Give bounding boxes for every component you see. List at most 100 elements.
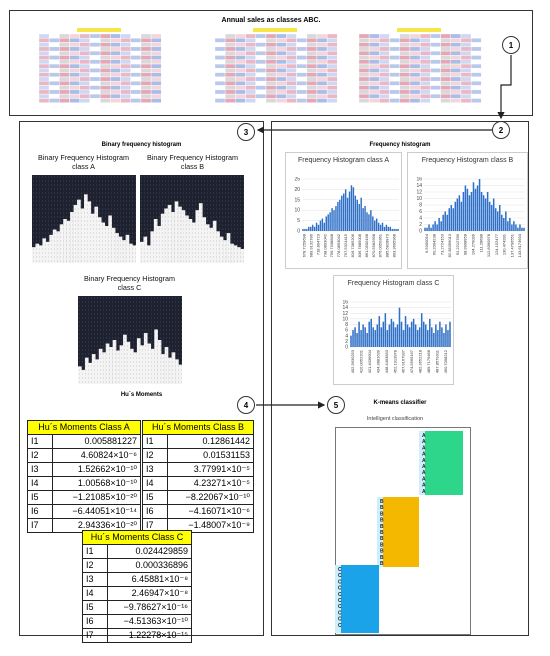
- cluster-b-label: B: [380, 536, 384, 542]
- table-row: I7 −1.48007×10⁻⁹: [142, 518, 254, 533]
- binary-histogram-a: [32, 175, 136, 263]
- freq-c-xtick: 434.3881639: [375, 349, 380, 373]
- freq-a-bar: [325, 216, 327, 231]
- freq-c-bar: [370, 318, 372, 347]
- freq-b-bar: [523, 227, 525, 231]
- freq-b-bar: [434, 221, 436, 231]
- freq-c-bar: [427, 330, 429, 347]
- binary-b-column: [198, 203, 203, 263]
- freq-a-bar: [372, 216, 374, 231]
- freq-b-bar: [515, 224, 517, 231]
- freq-b-bar: [468, 195, 471, 231]
- freq-c-ytick: 8: [345, 322, 348, 328]
- freq-a-bar: [381, 222, 384, 231]
- cluster-c-label: C: [338, 573, 342, 579]
- freq-b-bar: [494, 208, 497, 231]
- cluster-a-label: A: [422, 476, 426, 482]
- binary-b-column: [205, 224, 210, 263]
- freq-c-bar: [368, 321, 370, 347]
- hu-title: Hu´s Moments: [120, 392, 163, 398]
- hu-table-a: Hu´s Moments Class A I1 0.005881227 I2 4.6…: [27, 420, 141, 533]
- binary-b-column: [160, 213, 165, 263]
- freq-b-bar: [486, 192, 489, 231]
- binary-a-column: [38, 245, 43, 263]
- freq-c-xtick: 487.8579311: [434, 349, 439, 373]
- freq-b-bar: [503, 218, 505, 231]
- binary-a-column: [45, 241, 50, 263]
- freq-c-bar: [437, 330, 439, 347]
- cluster-a-label: A: [422, 433, 426, 439]
- freq-b-xtick: 104.279039: [471, 233, 476, 255]
- freq-a-bar: [391, 228, 393, 231]
- binary-b-column: [230, 243, 234, 263]
- binary-b-column: [188, 219, 193, 263]
- freq-b-xtick: 82.58399013: [447, 233, 452, 257]
- freq-a-title: Frequency Histogram class A: [297, 157, 390, 164]
- binary-a-column: [111, 227, 116, 263]
- binary-c-column: [88, 362, 93, 384]
- binary-b-column: [178, 206, 182, 263]
- freq-c-xtick: 421.4036604: [367, 349, 372, 373]
- freq-c-bar: [384, 313, 387, 347]
- binary-c-column: [119, 345, 124, 384]
- freq-b-bar: [470, 192, 473, 231]
- freq-a-bar: [304, 228, 306, 231]
- cluster-a-margin: [419, 431, 425, 495]
- freq-a-bar: [377, 222, 380, 231]
- freq-b-xtick: 124.152477: [494, 233, 499, 255]
- freq-c-bar: [435, 324, 437, 347]
- binary-a-column: [118, 236, 123, 263]
- freq-a-xtick: 778.0893042: [336, 233, 341, 257]
- freq-b-xtick: 112.8390978: [486, 233, 491, 257]
- freq-c-bar: [445, 324, 447, 347]
- freq-c-xtick: 402.3630253: [350, 349, 355, 373]
- freq-b-bar: [464, 185, 467, 231]
- freq-a-bar: [313, 226, 316, 231]
- freq-b-bar: [521, 227, 523, 231]
- freq-a-bar: [356, 199, 359, 231]
- freq-c-bar: [372, 327, 374, 347]
- binary-c-column: [164, 347, 169, 384]
- freq-a-bar: [306, 228, 308, 231]
- table-row: I4 4.23271×10⁻⁵: [142, 476, 254, 491]
- freq-c-xtick: 452.1913978: [392, 349, 397, 373]
- freq-a-bar: [311, 224, 314, 231]
- binary-b-column: [181, 210, 186, 263]
- freq-b-bar: [476, 185, 479, 231]
- kmeans-subtitle: Intelligent classification: [366, 416, 424, 422]
- freq-a-bar: [352, 187, 355, 231]
- freq-a-bar: [393, 228, 395, 231]
- binary-b-column: [150, 231, 155, 263]
- freq-b-bar: [492, 198, 495, 231]
- cluster-b-label: B: [380, 530, 384, 536]
- freq-c-bar: [378, 316, 381, 347]
- freq-c-bar: [412, 318, 415, 347]
- freq-b-bar: [428, 224, 430, 231]
- freq-c-bar: [350, 335, 352, 347]
- binary-b-column: [171, 211, 175, 263]
- freq-b-bar: [432, 224, 434, 231]
- cluster-b-label: B: [380, 511, 384, 517]
- binary-title: Binary frequency histogram: [101, 142, 182, 148]
- binary-a-column: [32, 247, 36, 263]
- freq-a-xtick: 797.5324415: [343, 233, 348, 257]
- binary-a-column: [52, 229, 57, 263]
- binary-c-column: [178, 364, 182, 384]
- freq-b-bar: [450, 205, 453, 231]
- freq-a-ytick: 20: [294, 187, 300, 193]
- binary-c-column: [91, 354, 96, 384]
- binary-c-column: [126, 341, 131, 384]
- freq-c-bar: [366, 332, 368, 347]
- freq-b-xtick: 143.6173634: [517, 233, 522, 257]
- cluster-c-margin: [335, 565, 341, 633]
- freq-b-bar: [517, 227, 519, 231]
- freq-a-xtick: 885.6828973: [385, 233, 390, 257]
- binary-a-column: [84, 194, 88, 263]
- freq-c-bar: [364, 327, 366, 347]
- binary-b-column: [240, 248, 244, 263]
- freq-c-ytick: 14: [342, 305, 348, 311]
- binary-c-column: [171, 352, 176, 384]
- top-panel: Annual sales as classes ABC.: [9, 10, 533, 116]
- freq-b-bar: [458, 195, 461, 231]
